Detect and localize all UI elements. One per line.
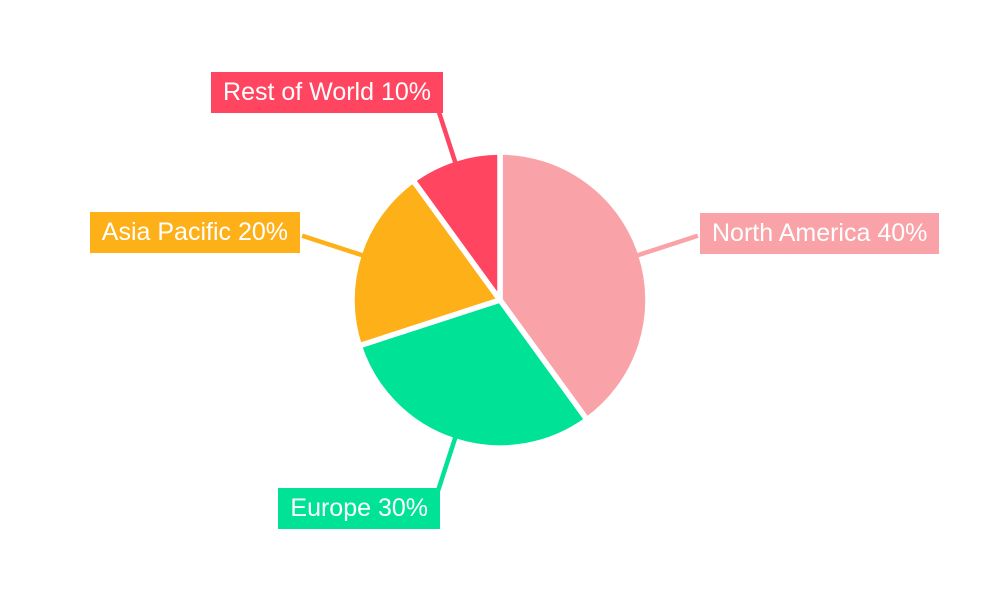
leader-line-north-america	[630, 233, 699, 260]
leader-line-europe	[433, 430, 460, 499]
leader-line-rest-of-world	[433, 101, 460, 170]
leader-line-asia-pacific	[301, 233, 370, 260]
